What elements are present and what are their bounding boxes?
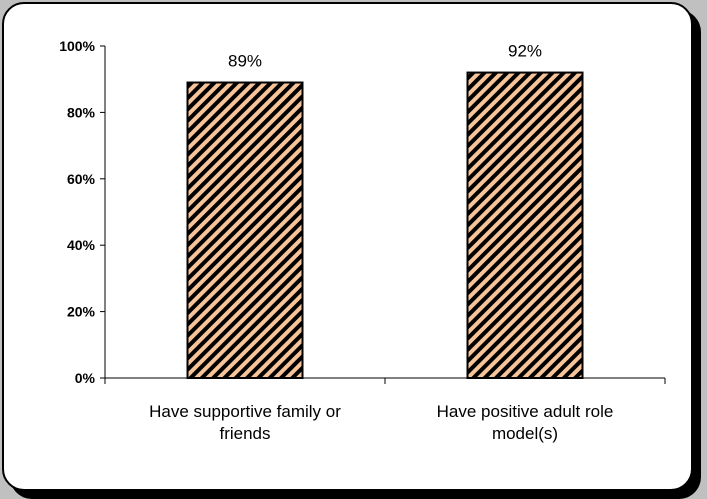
x-category-label: friends <box>219 424 270 443</box>
x-category-label: Have positive adult role <box>437 402 614 421</box>
x-category-label: model(s) <box>492 424 558 443</box>
y-tick-label: 60% <box>67 171 96 187</box>
y-tick-label: 20% <box>67 304 96 320</box>
y-tick-label: 80% <box>67 104 96 120</box>
y-tick-label: 0% <box>75 370 96 386</box>
chart-bars <box>186 71 584 380</box>
x-category-label: Have supportive family or <box>149 402 341 421</box>
bar <box>186 81 304 380</box>
y-tick-label: 100% <box>59 38 95 54</box>
y-tick-label: 40% <box>67 237 96 253</box>
bar <box>466 71 584 379</box>
data-label: 92% <box>508 42 542 61</box>
chart-labels: 89% Have supportive family or friends 92% Ha… <box>149 42 613 443</box>
data-label: 89% <box>228 52 262 71</box>
